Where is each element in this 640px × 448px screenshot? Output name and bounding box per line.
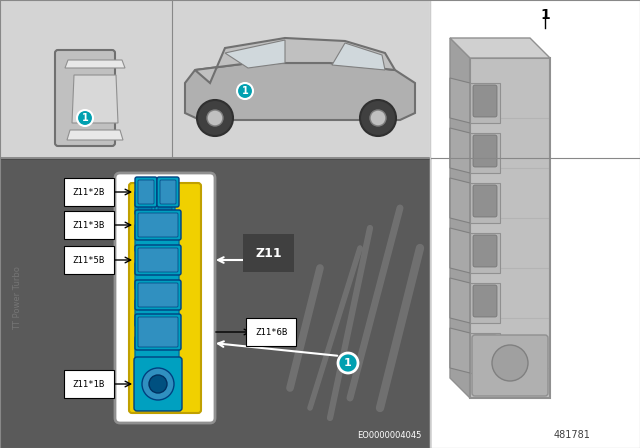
Text: 1: 1 (540, 8, 550, 22)
Circle shape (360, 100, 396, 136)
Bar (430, 0, 640, 448)
FancyBboxPatch shape (473, 185, 497, 217)
FancyBboxPatch shape (138, 213, 178, 237)
FancyBboxPatch shape (138, 317, 178, 347)
FancyBboxPatch shape (160, 180, 176, 204)
FancyBboxPatch shape (138, 194, 152, 212)
FancyBboxPatch shape (158, 194, 172, 212)
FancyBboxPatch shape (138, 248, 178, 272)
FancyBboxPatch shape (473, 335, 497, 367)
FancyBboxPatch shape (129, 183, 201, 413)
Polygon shape (332, 43, 385, 70)
FancyBboxPatch shape (135, 314, 181, 350)
FancyBboxPatch shape (138, 180, 154, 204)
Text: TT Power Turbo: TT Power Turbo (13, 266, 22, 330)
Polygon shape (450, 328, 470, 373)
FancyBboxPatch shape (473, 135, 497, 167)
Bar (470, 133, 500, 173)
FancyBboxPatch shape (473, 235, 497, 267)
Bar (470, 283, 500, 323)
Text: Z11: Z11 (255, 246, 282, 259)
Polygon shape (72, 75, 118, 123)
Polygon shape (55, 103, 115, 128)
Bar (0, 158, 430, 448)
Text: Z11*3B: Z11*3B (73, 220, 105, 229)
Circle shape (207, 110, 223, 126)
Bar (2, 2, 172, 156)
FancyBboxPatch shape (138, 283, 178, 307)
Polygon shape (450, 38, 470, 398)
Bar (172, 2, 428, 156)
Text: Z11*1B: Z11*1B (73, 379, 105, 388)
FancyBboxPatch shape (135, 245, 181, 275)
Circle shape (149, 375, 167, 393)
Bar (0, 0, 430, 158)
Bar (0, 158, 430, 448)
Polygon shape (450, 38, 550, 58)
FancyBboxPatch shape (135, 210, 181, 240)
Text: 1: 1 (82, 113, 88, 123)
Bar (470, 83, 500, 123)
FancyBboxPatch shape (135, 177, 157, 207)
Polygon shape (450, 228, 470, 273)
Polygon shape (195, 38, 395, 83)
FancyBboxPatch shape (135, 191, 155, 215)
Text: Z11*5B: Z11*5B (73, 255, 105, 264)
Polygon shape (225, 40, 285, 68)
FancyBboxPatch shape (155, 191, 175, 215)
Text: 481781: 481781 (553, 430, 590, 440)
Polygon shape (450, 78, 470, 123)
Polygon shape (450, 278, 470, 323)
Text: 1: 1 (344, 358, 352, 368)
Bar (470, 333, 500, 373)
FancyBboxPatch shape (157, 177, 179, 207)
Bar (470, 183, 500, 223)
Circle shape (197, 100, 233, 136)
Polygon shape (67, 130, 123, 140)
Text: 1: 1 (242, 86, 248, 96)
Circle shape (492, 345, 528, 381)
Polygon shape (185, 63, 415, 120)
FancyBboxPatch shape (135, 224, 179, 252)
Circle shape (338, 353, 358, 373)
Text: EO0000004045: EO0000004045 (358, 431, 422, 440)
Polygon shape (65, 60, 125, 68)
Circle shape (237, 83, 253, 99)
Circle shape (370, 110, 386, 126)
Text: Z11*2B: Z11*2B (73, 188, 105, 197)
FancyBboxPatch shape (135, 299, 179, 327)
FancyBboxPatch shape (135, 262, 179, 290)
FancyBboxPatch shape (134, 357, 182, 411)
FancyBboxPatch shape (473, 85, 497, 117)
Text: Z11*6B: Z11*6B (255, 327, 287, 336)
Bar (470, 233, 500, 273)
FancyBboxPatch shape (55, 50, 115, 146)
FancyBboxPatch shape (115, 173, 215, 423)
FancyBboxPatch shape (135, 336, 179, 364)
Circle shape (77, 110, 93, 126)
Polygon shape (450, 178, 470, 223)
FancyBboxPatch shape (472, 335, 548, 396)
FancyBboxPatch shape (135, 280, 181, 310)
FancyBboxPatch shape (135, 374, 179, 402)
Circle shape (142, 368, 174, 400)
FancyBboxPatch shape (473, 285, 497, 317)
Bar (470, 58, 550, 398)
Polygon shape (450, 128, 470, 173)
